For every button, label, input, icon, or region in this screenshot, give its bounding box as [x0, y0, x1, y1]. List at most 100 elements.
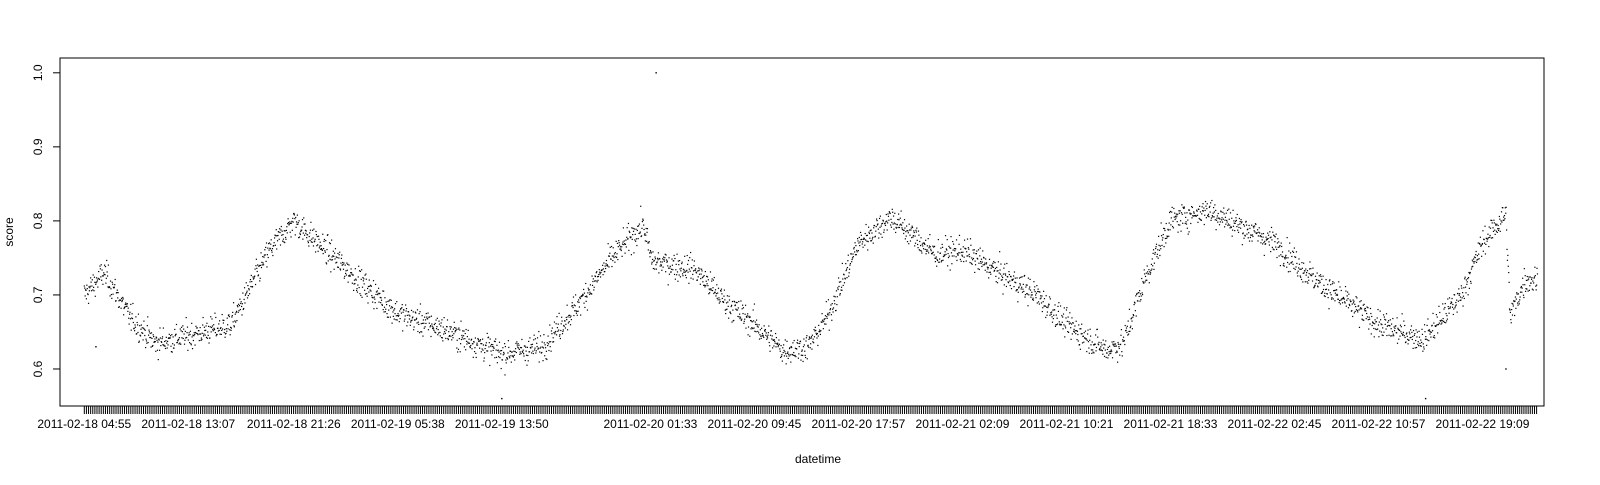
- data-point: [384, 297, 386, 299]
- data-point: [1368, 316, 1370, 318]
- data-point: [1423, 324, 1426, 326]
- data-point: [618, 242, 620, 244]
- data-point: [795, 356, 797, 358]
- data-point: [1207, 213, 1210, 215]
- data-point: [195, 325, 197, 327]
- data-point: [1339, 303, 1342, 305]
- data-point: [399, 310, 401, 312]
- data-point: [1280, 254, 1282, 256]
- data-point: [1232, 229, 1234, 231]
- data-point: [555, 323, 557, 325]
- data-point: [227, 328, 229, 330]
- data-point: [592, 280, 594, 283]
- data-point: [1306, 281, 1308, 283]
- data-point: [671, 258, 673, 260]
- data-point: [1410, 329, 1412, 331]
- data-point: [791, 346, 793, 349]
- data-point: [222, 319, 224, 321]
- data-point: [532, 350, 534, 352]
- data-point: [152, 344, 154, 347]
- data-point: [88, 286, 90, 288]
- data-point: [1440, 320, 1442, 322]
- data-point: [870, 229, 872, 231]
- data-point: [1154, 251, 1156, 254]
- data-point: [1026, 284, 1028, 286]
- data-point: [572, 296, 575, 298]
- data-point: [465, 340, 468, 342]
- data-point: [1469, 271, 1471, 274]
- data-point: [1032, 299, 1035, 301]
- data-point: [1462, 292, 1464, 294]
- data-point: [858, 242, 860, 244]
- data-point: [388, 309, 390, 311]
- data-point: [1104, 344, 1106, 346]
- data-point: [1481, 255, 1483, 257]
- data-point: [835, 309, 837, 312]
- data-point: [545, 358, 547, 360]
- data-point: [1379, 330, 1381, 332]
- data-point: [968, 248, 970, 250]
- data-point: [1335, 294, 1337, 296]
- data-point: [883, 231, 885, 233]
- data-point: [334, 252, 336, 254]
- data-point: [1245, 224, 1248, 226]
- data-point: [692, 278, 694, 280]
- data-point: [1177, 231, 1179, 233]
- data-point: [499, 356, 501, 359]
- data-point: [1292, 263, 1294, 265]
- data-point: [1271, 246, 1273, 248]
- data-point: [1313, 286, 1315, 288]
- data-point: [409, 324, 411, 326]
- data-point: [89, 287, 91, 289]
- data-point: [625, 239, 627, 241]
- data-point: [394, 308, 396, 310]
- data-point: [1080, 333, 1082, 335]
- data-point: [132, 321, 134, 324]
- data-point: [599, 273, 601, 275]
- data-point: [1494, 229, 1496, 231]
- data-point: [637, 225, 639, 227]
- data-point: [1199, 211, 1202, 213]
- data-point: [1434, 337, 1436, 339]
- data-point: [1482, 250, 1484, 252]
- data-point: [646, 231, 648, 233]
- data-point: [392, 315, 394, 317]
- data-point: [1404, 324, 1406, 327]
- data-point: [413, 329, 415, 331]
- data-point: [591, 293, 593, 295]
- data-point: [1270, 236, 1272, 238]
- data-point: [1460, 285, 1462, 287]
- data-point: [1450, 301, 1452, 303]
- data-point: [669, 265, 671, 267]
- data-point: [1305, 274, 1307, 276]
- data-point: [1212, 206, 1215, 209]
- data-point: [1414, 333, 1416, 335]
- data-point: [892, 211, 894, 213]
- data-point: [851, 258, 853, 261]
- data-point: [648, 240, 650, 243]
- data-point: [704, 286, 706, 288]
- data-point: [990, 267, 992, 269]
- data-point: [775, 346, 777, 348]
- data-point: [219, 320, 221, 322]
- data-point: [940, 261, 942, 263]
- data-point: [901, 228, 904, 230]
- data-point: [1253, 227, 1255, 229]
- data-point: [1472, 260, 1474, 263]
- data-point: [587, 292, 589, 294]
- data-point: [1002, 293, 1004, 295]
- data-point: [1533, 282, 1535, 284]
- data-point: [1376, 328, 1378, 331]
- data-point: [780, 355, 783, 357]
- data-point: [188, 342, 191, 344]
- data-point: [834, 296, 836, 298]
- data-point: [1319, 280, 1321, 282]
- data-point: [747, 334, 749, 336]
- data-point: [1332, 298, 1334, 300]
- data-point: [1358, 309, 1360, 311]
- data-point: [345, 270, 347, 272]
- data-point: [1075, 333, 1077, 335]
- data-point: [447, 337, 449, 340]
- data-point: [746, 315, 748, 317]
- data-point: [1109, 352, 1111, 355]
